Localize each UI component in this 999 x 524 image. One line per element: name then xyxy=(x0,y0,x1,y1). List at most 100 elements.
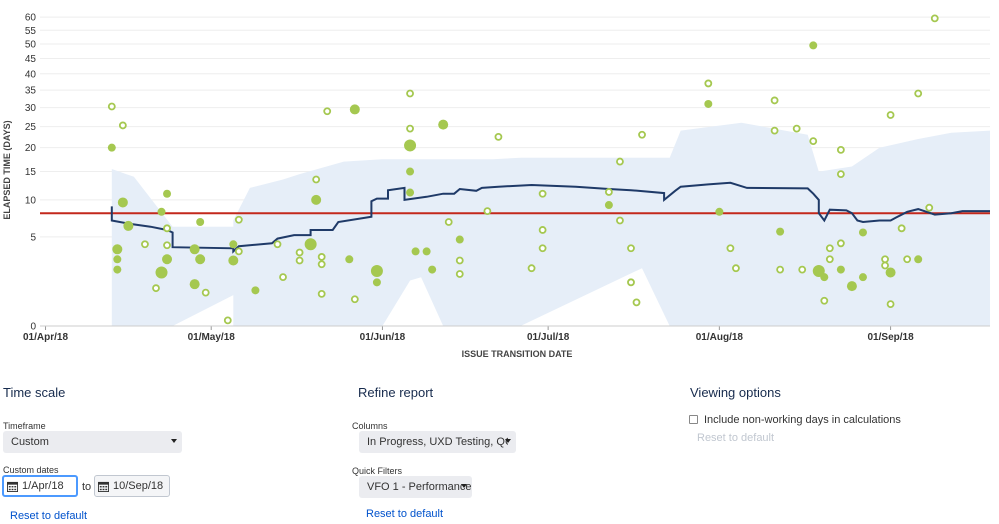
to-date-field[interactable]: 10/Sep/18 xyxy=(94,475,170,497)
issue-point xyxy=(627,278,635,287)
issue-point xyxy=(704,99,713,108)
timeframe-label: Timeframe xyxy=(3,421,46,431)
issue-point xyxy=(527,264,536,273)
issue-point xyxy=(726,244,735,253)
issue-point xyxy=(825,255,834,264)
band-area xyxy=(111,122,991,326)
issue-point xyxy=(189,279,200,290)
issue-point xyxy=(350,295,359,304)
issue-point xyxy=(881,255,889,264)
issue-point xyxy=(311,194,322,205)
rolling-average-layer xyxy=(110,181,990,254)
to-label: to xyxy=(82,481,92,493)
issue-point xyxy=(141,240,149,249)
issue-point xyxy=(897,224,906,233)
chevron-down-icon xyxy=(171,439,177,443)
issue-point xyxy=(113,265,122,274)
issue-point xyxy=(189,244,200,255)
issue-point xyxy=(886,300,895,309)
issue-point xyxy=(404,139,417,152)
issue-point xyxy=(776,227,785,236)
issue-point xyxy=(163,224,171,233)
x-tick-label: 01/Aug/18 xyxy=(696,332,744,343)
to-date-value: 10/Sep/18 xyxy=(113,480,164,492)
columns-value: In Progress, UXD Testing, QC... xyxy=(367,436,508,448)
y-tick-label: 40 xyxy=(25,69,37,80)
issue-point xyxy=(914,255,923,264)
issue-point xyxy=(715,207,724,216)
quick-filters-select[interactable]: VFO 1 - Performance xyxy=(359,476,472,498)
y-axis-title: ELAPSED TIME (DAYS) xyxy=(2,120,12,219)
standard-deviation-band xyxy=(111,122,991,326)
x-axis-title: ISSUE TRANSITION DATE xyxy=(462,349,573,359)
issue-point xyxy=(798,265,807,274)
from-date-field[interactable]: 1/Apr/18 xyxy=(2,475,78,497)
y-tick-label: 5 xyxy=(30,232,36,243)
time-scale-reset-link[interactable]: Reset to default xyxy=(10,510,88,522)
issue-point xyxy=(455,270,464,278)
y-tick-label: 35 xyxy=(25,86,37,97)
issue-point xyxy=(251,286,260,295)
issue-point xyxy=(455,235,464,244)
issue-point xyxy=(858,273,867,282)
issue-point xyxy=(295,256,304,265)
chevron-down-icon xyxy=(461,484,467,488)
timeframe-value: Custom xyxy=(11,436,49,448)
x-tick-label: 01/Jul/18 xyxy=(527,332,570,343)
issue-point xyxy=(825,244,834,253)
issue-point xyxy=(223,316,232,325)
issue-point xyxy=(107,143,116,152)
issue-point xyxy=(638,130,646,139)
grid-lines xyxy=(40,16,990,327)
issue-point xyxy=(809,137,818,145)
issue-point xyxy=(792,124,801,133)
y-tick-label: 15 xyxy=(25,167,37,178)
issue-point xyxy=(406,167,415,176)
issue-point xyxy=(538,244,547,253)
timeframe-select[interactable]: Custom xyxy=(3,431,182,453)
issue-point xyxy=(107,102,116,111)
viewing-reset-link[interactable]: Reset to default xyxy=(697,432,775,444)
issue-point xyxy=(163,241,171,250)
columns-select[interactable]: In Progress, UXD Testing, QC... xyxy=(359,431,516,453)
issue-point xyxy=(836,265,845,274)
y-tick-label: 55 xyxy=(25,26,37,37)
issue-point xyxy=(317,289,326,298)
issue-point xyxy=(886,111,895,119)
columns-label: Columns xyxy=(352,421,388,431)
issue-point xyxy=(846,281,857,292)
issue-point xyxy=(234,215,243,224)
quick-filters-value: VFO 1 - Performance xyxy=(367,481,472,493)
issue-point xyxy=(118,121,127,130)
issue-point xyxy=(836,146,845,154)
refine-report-title: Refine report xyxy=(358,385,434,400)
rolling-average-line xyxy=(110,181,990,254)
issue-point xyxy=(809,41,818,50)
y-tick-label: 20 xyxy=(25,143,37,154)
viewing-options-title: Viewing options xyxy=(690,385,781,400)
y-tick-label: 10 xyxy=(25,195,37,206)
issue-point xyxy=(820,296,829,305)
issue-point xyxy=(881,261,889,270)
issue-point xyxy=(323,107,332,116)
quick-filters-label: Quick Filters xyxy=(352,466,403,476)
issue-point xyxy=(604,201,613,210)
issue-point xyxy=(770,126,779,135)
issue-point xyxy=(616,216,624,225)
issue-point xyxy=(627,244,635,253)
issue-point xyxy=(538,189,547,198)
issue-point xyxy=(112,244,123,255)
issue-point xyxy=(317,260,326,269)
calendar-icon xyxy=(7,481,18,492)
y-tick-label: 45 xyxy=(25,54,37,65)
issue-point xyxy=(836,170,845,179)
x-tick-label: 01/Sep/18 xyxy=(868,332,915,343)
non-working-days-checkbox[interactable] xyxy=(689,415,698,424)
refine-reset-link[interactable]: Reset to default xyxy=(366,508,444,520)
x-tick-label: 01/Apr/18 xyxy=(23,332,68,343)
issue-point xyxy=(930,14,939,23)
y-tick-label: 25 xyxy=(25,122,37,133)
issue-point xyxy=(273,240,282,249)
issue-point xyxy=(406,188,415,197)
issue-point xyxy=(196,218,205,227)
